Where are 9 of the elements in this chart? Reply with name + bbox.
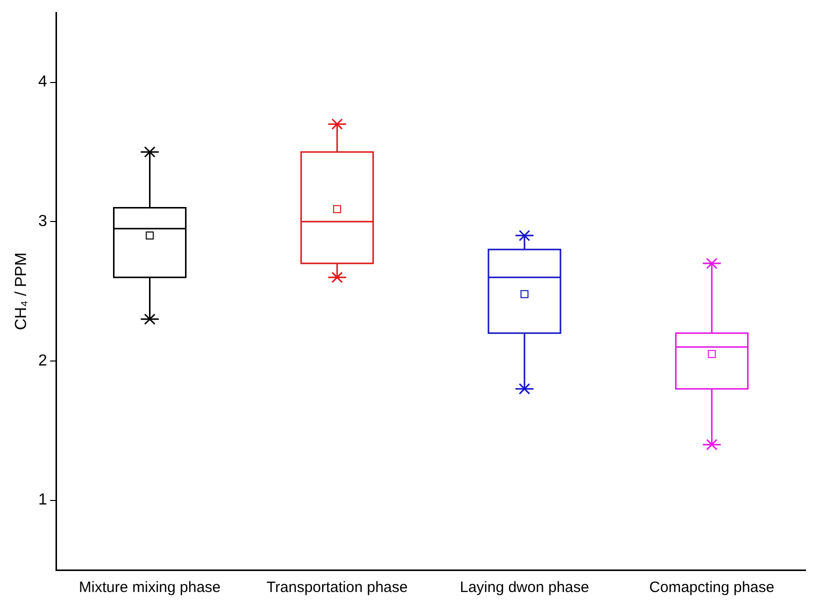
x-tick-label: Laying dwon phase — [460, 579, 590, 596]
y-tick-label: 3 — [38, 213, 48, 230]
y-tick-label: 4 — [38, 74, 48, 91]
x-tick-label: Transportation phase — [266, 579, 408, 596]
y-tick-label: 1 — [38, 492, 48, 509]
x-tick-label: Comapcting phase — [649, 579, 774, 596]
y-tick-label: 2 — [38, 352, 48, 370]
y-axis-title: CH₄ / PPM — [13, 252, 30, 330]
x-tick-label: Mixture mixing phase — [78, 579, 221, 596]
